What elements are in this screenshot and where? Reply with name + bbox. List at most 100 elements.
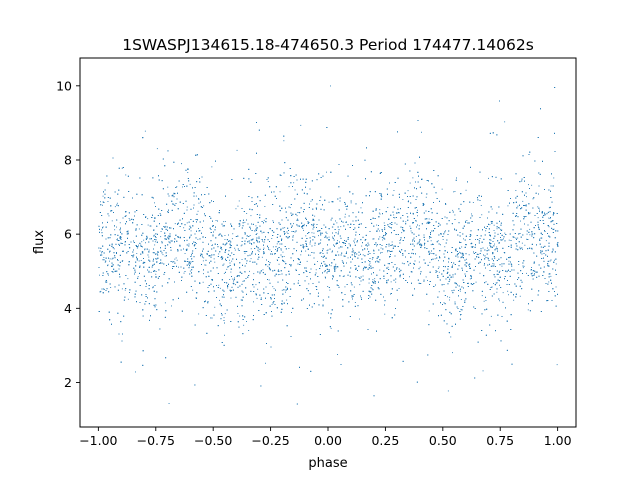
- data-point: [500, 228, 502, 230]
- data-point: [379, 209, 381, 211]
- data-point: [211, 166, 213, 168]
- data-point: [330, 85, 331, 87]
- data-point: [148, 249, 150, 251]
- data-point: [241, 237, 243, 239]
- data-point: [318, 235, 319, 237]
- data-point: [522, 267, 524, 269]
- data-point: [398, 288, 400, 289]
- data-point: [352, 250, 354, 251]
- data-point: [372, 279, 374, 281]
- data-point: [340, 226, 342, 228]
- data-point: [521, 242, 523, 244]
- data-point: [156, 148, 158, 150]
- data-point: [548, 281, 550, 283]
- data-point: [387, 251, 388, 253]
- data-point: [317, 261, 318, 262]
- data-point: [114, 206, 116, 208]
- data-point: [256, 228, 258, 230]
- data-point: [368, 282, 370, 284]
- data-point: [309, 241, 311, 243]
- data-point: [335, 263, 337, 265]
- data-point: [177, 249, 178, 250]
- data-point: [315, 269, 317, 271]
- data-point: [444, 246, 446, 248]
- data-point: [161, 241, 163, 242]
- data-point: [469, 278, 471, 280]
- data-point: [420, 244, 422, 246]
- data-point: [295, 268, 297, 270]
- data-point: [308, 283, 310, 285]
- data-point: [499, 270, 501, 272]
- data-point: [189, 270, 191, 272]
- data-point: [493, 283, 494, 284]
- data-point: [253, 301, 254, 303]
- data-point: [102, 226, 104, 228]
- data-point: [437, 268, 439, 269]
- data-point: [309, 243, 311, 245]
- data-point: [448, 258, 450, 260]
- data-point: [221, 249, 223, 251]
- data-point: [502, 239, 503, 241]
- data-point: [485, 281, 487, 283]
- data-point: [496, 228, 498, 230]
- data-point: [186, 206, 188, 208]
- data-point: [539, 238, 540, 240]
- data-point: [246, 213, 248, 214]
- data-point: [99, 274, 100, 276]
- data-point: [327, 286, 329, 287]
- data-point: [328, 239, 330, 240]
- data-point: [174, 258, 176, 260]
- data-point: [393, 217, 395, 218]
- data-point: [188, 168, 189, 170]
- data-point: [518, 264, 520, 265]
- data-point: [302, 228, 304, 229]
- data-point: [189, 183, 191, 185]
- data-point: [314, 244, 316, 246]
- data-point: [167, 186, 169, 188]
- data-point: [109, 258, 111, 260]
- data-point: [102, 204, 103, 206]
- data-point: [412, 240, 413, 242]
- data-point: [409, 276, 410, 278]
- data-point: [250, 215, 252, 217]
- data-point: [224, 235, 226, 236]
- data-point: [244, 271, 246, 272]
- data-point: [508, 260, 510, 262]
- data-point: [173, 261, 175, 262]
- data-point: [230, 297, 232, 299]
- data-point: [235, 284, 236, 286]
- data-point: [402, 229, 404, 231]
- data-point: [246, 321, 247, 322]
- data-point: [541, 212, 543, 214]
- data-point: [452, 209, 454, 211]
- data-point: [379, 259, 381, 261]
- data-point: [515, 190, 517, 191]
- data-point: [549, 260, 551, 262]
- data-point: [523, 265, 525, 267]
- data-point: [524, 244, 526, 246]
- data-point: [409, 182, 411, 184]
- data-point: [122, 260, 124, 262]
- data-point: [459, 251, 460, 253]
- data-point: [239, 315, 241, 317]
- data-point: [147, 218, 149, 220]
- data-point: [461, 252, 463, 254]
- data-point: [156, 261, 158, 263]
- data-point: [373, 249, 375, 251]
- data-point: [496, 248, 498, 250]
- data-point: [485, 300, 487, 301]
- data-point: [109, 260, 110, 262]
- data-point: [418, 261, 420, 263]
- data-point: [276, 259, 278, 261]
- data-point: [195, 243, 197, 244]
- data-point: [347, 257, 349, 259]
- data-point: [529, 234, 531, 236]
- data-point: [402, 229, 404, 230]
- data-point: [537, 206, 539, 208]
- data-point: [361, 245, 363, 247]
- data-point: [348, 243, 350, 245]
- data-point: [150, 271, 152, 273]
- data-point: [278, 263, 280, 265]
- data-point: [302, 245, 304, 247]
- data-point: [504, 121, 506, 123]
